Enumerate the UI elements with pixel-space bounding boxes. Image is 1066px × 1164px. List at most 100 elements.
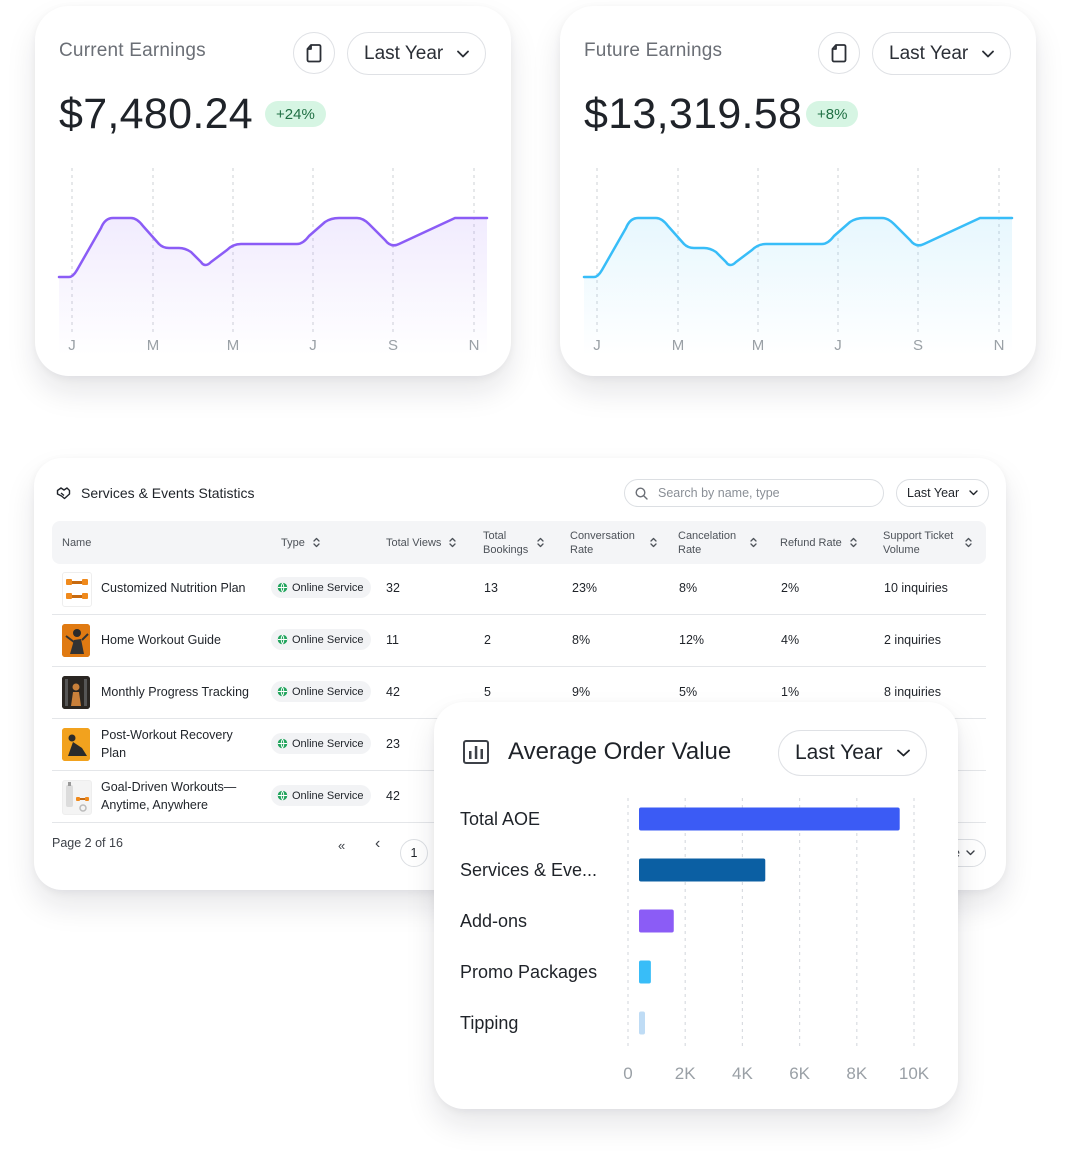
total-views: 32 [386, 581, 400, 595]
sort-icon [313, 537, 320, 548]
future-earnings-card: Future Earnings Last Year $13,319.58 +8%… [560, 6, 1036, 376]
refund-rate: 1% [781, 685, 800, 699]
bar[interactable] [639, 909, 674, 933]
search-icon [635, 486, 648, 500]
sort-icon [449, 537, 457, 548]
bar[interactable] [639, 858, 766, 882]
x-tick-label: 8K [846, 1064, 867, 1083]
conversation-rate: 9% [572, 685, 591, 699]
globe-icon [277, 582, 288, 593]
column-header-type[interactable]: Type [281, 521, 320, 564]
export-button[interactable] [818, 32, 860, 74]
column-header-name: Name [62, 536, 92, 549]
service-type-badge: Online Service [271, 733, 371, 754]
card-title: Average Order Value [508, 738, 732, 765]
table-row[interactable]: Monthly Progress Tracking Online Service… [52, 666, 986, 719]
product-thumbnail [62, 676, 90, 709]
service-name: Customized Nutrition Plan [101, 581, 246, 595]
column-header-refund[interactable]: Refund Rate [780, 521, 857, 564]
globe-icon [277, 790, 288, 801]
service-type-badge: Online Service [271, 785, 371, 806]
growth-badge: +24% [265, 101, 326, 127]
bar[interactable] [639, 1011, 645, 1035]
category-label: Add-ons [460, 911, 527, 931]
conversation-rate: 23% [572, 581, 598, 595]
column-header-views[interactable]: Total Views [386, 521, 457, 564]
search-input[interactable] [656, 485, 860, 501]
table-header: Name Type Total Views Total Bookings Con… [52, 521, 986, 564]
chevron-down-icon [982, 50, 995, 57]
chevron-down-icon [969, 490, 978, 496]
period-select-label: Last Year [364, 42, 444, 64]
category-label: Total AOE [460, 809, 540, 829]
globe-icon [277, 738, 288, 749]
page-number-button[interactable]: 1 [400, 839, 428, 867]
month-label: M [752, 337, 765, 354]
growth-badge: +8% [806, 101, 859, 127]
category-label: Tipping [460, 1013, 518, 1033]
service-name: Goal-Driven Workouts— Anytime, Anywhere [101, 780, 237, 812]
earnings-sparkline: J M M J S N [582, 168, 1014, 356]
period-select-label: Last Year [907, 486, 960, 500]
cancelation-rate: 8% [679, 581, 698, 595]
handshake-icon [56, 487, 71, 500]
service-name: Home Workout Guide [101, 633, 221, 647]
current-earnings-card: Current Earnings Last Year $7,480.24 +24… [35, 6, 511, 376]
sort-icon [750, 537, 757, 548]
period-select[interactable]: Last Year [896, 479, 990, 507]
support-ticket-volume: 2 inquiries [884, 633, 941, 647]
search-box[interactable] [624, 479, 884, 507]
month-label: N [469, 337, 480, 354]
bar[interactable] [639, 807, 900, 831]
sort-icon [850, 537, 857, 548]
card-header: Average Order Value [462, 738, 731, 766]
service-type-badge: Online Service [271, 681, 371, 702]
future-earnings-title: Future Earnings [584, 40, 723, 61]
cancelation-rate: 12% [679, 633, 705, 647]
chevron-down-icon [457, 50, 470, 57]
bar-chart-icon [463, 740, 489, 764]
bar[interactable] [639, 960, 651, 984]
total-bookings: 5 [484, 685, 491, 699]
table-row[interactable]: Home Workout Guide Online Service 11 2 8… [52, 614, 986, 667]
column-header-bookings[interactable]: Total Bookings [483, 521, 544, 564]
month-label: M [672, 337, 685, 354]
month-label: M [227, 337, 240, 354]
table-row[interactable]: Customized Nutrition Plan Online Service… [52, 562, 986, 615]
refund-rate: 4% [781, 633, 800, 647]
export-button[interactable] [293, 32, 335, 74]
x-tick-label: 4K [732, 1064, 753, 1083]
service-name: Post-Workout Recovery Plan [101, 728, 233, 760]
chevron-down-icon [896, 749, 910, 757]
average-order-value-card: Average Order Value Last Year 0 2K 4K 6K 8K 1… [434, 702, 958, 1109]
sort-icon [537, 537, 544, 548]
month-label: J [309, 337, 317, 354]
x-tick-label: 10K [899, 1064, 930, 1083]
total-views: 11 [386, 633, 399, 647]
document-icon [306, 44, 322, 63]
current-earnings-title: Current Earnings [59, 40, 206, 61]
column-header-conversation[interactable]: Conversation Rate [570, 521, 657, 564]
column-header-cancelation[interactable]: Cancelation Rate [678, 521, 757, 564]
period-select-label: Last Year [889, 42, 969, 64]
month-label: S [913, 337, 923, 354]
conversation-rate: 8% [572, 633, 591, 647]
product-thumbnail [62, 728, 90, 761]
aov-bar-chart: 0 2K 4K 6K 8K 10K Total AOE Services & Eve... Ad… [460, 798, 930, 1083]
previous-page-button[interactable]: ‹ [375, 835, 381, 852]
period-select[interactable]: Last Year [778, 730, 927, 776]
month-label: N [994, 337, 1005, 354]
period-select[interactable]: Last Year [872, 32, 1012, 75]
first-page-button[interactable]: « [338, 838, 346, 853]
period-select[interactable]: Last Year [347, 32, 487, 75]
sort-icon [650, 537, 657, 548]
page-indicator: Page 2 of 16 [52, 836, 123, 850]
chevron-down-icon [966, 850, 975, 856]
globe-icon [277, 686, 288, 697]
globe-icon [277, 634, 288, 645]
column-header-support[interactable]: Support Ticket Volume [883, 521, 972, 564]
month-label: J [593, 337, 601, 354]
x-tick-label: 2K [675, 1064, 696, 1083]
earnings-amount: $7,480.24 [59, 90, 253, 138]
category-label: Services & Eve... [460, 860, 597, 880]
